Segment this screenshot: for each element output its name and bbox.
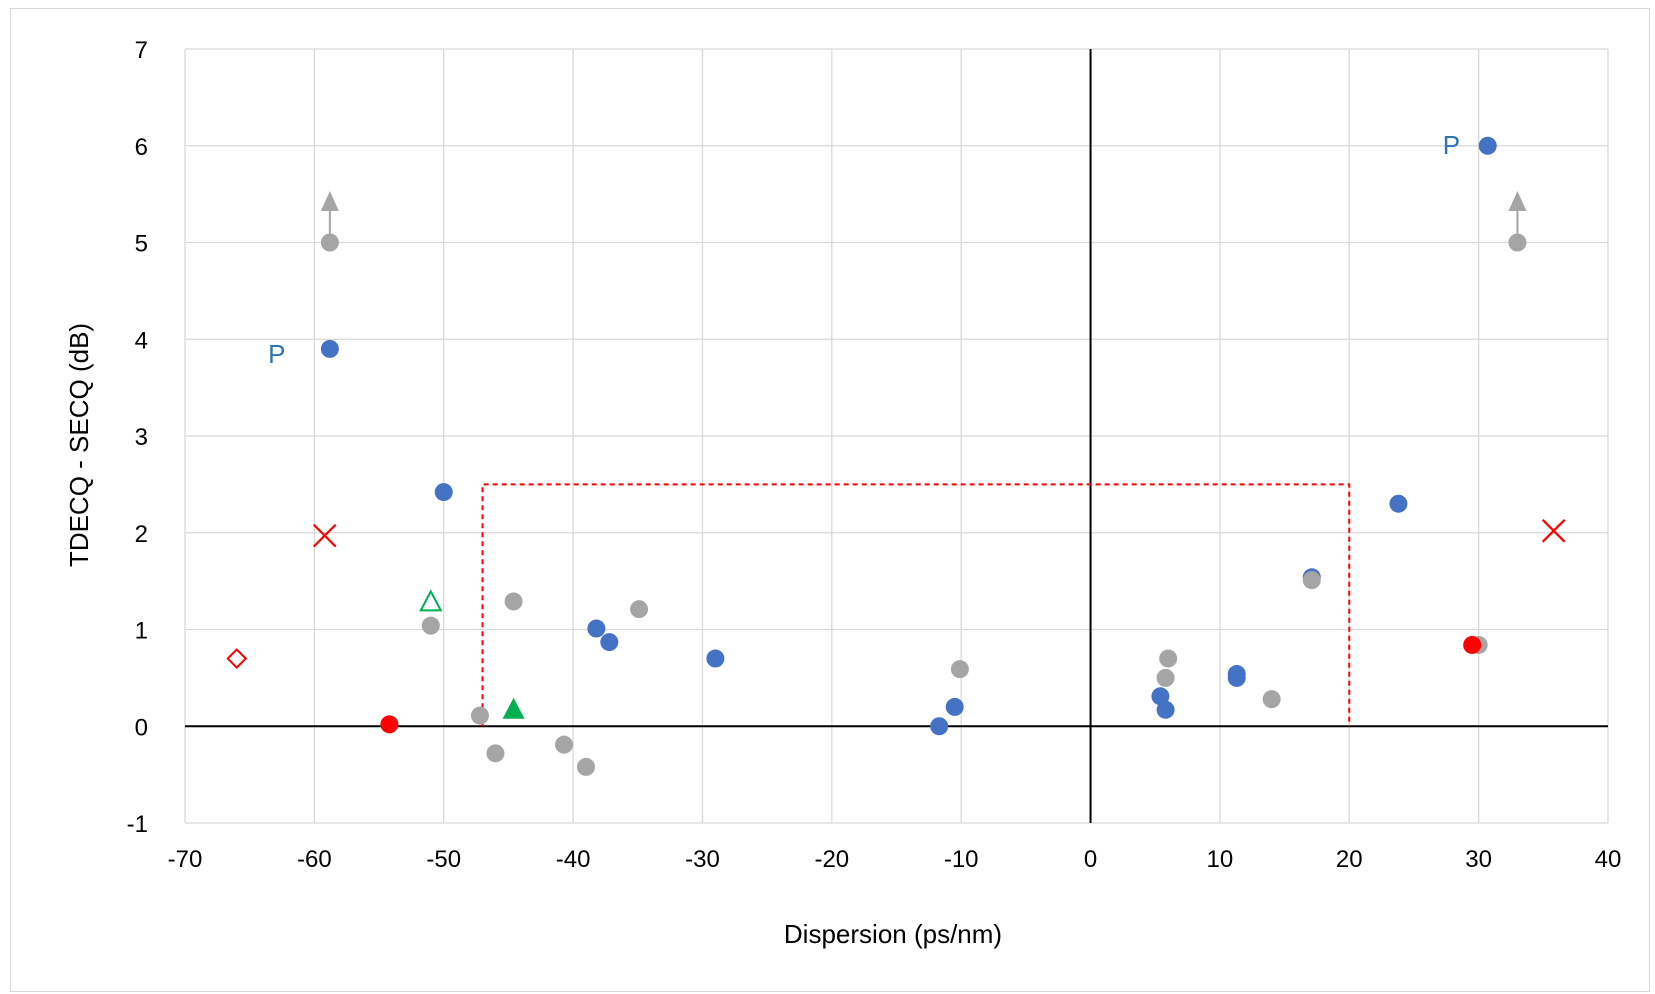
up-arrow-head bbox=[1508, 190, 1527, 211]
data-point bbox=[421, 616, 440, 635]
grid-lines bbox=[184, 48, 1609, 824]
data-point bbox=[945, 697, 964, 716]
x-tick-label: -40 bbox=[556, 846, 591, 873]
data-point bbox=[320, 233, 339, 252]
x-tick-label: 30 bbox=[1465, 846, 1492, 873]
data-point bbox=[555, 735, 574, 754]
data-points: PP bbox=[226, 130, 1566, 776]
x-tick-label: 0 bbox=[1084, 846, 1097, 873]
data-point bbox=[380, 715, 399, 734]
chart-frame bbox=[10, 8, 1650, 992]
data-point bbox=[470, 706, 489, 725]
data-point-x bbox=[1541, 519, 1566, 543]
x-tick-labels: -70 -60 -50 -40 -30 -20 -10 0 10 20 30 40 bbox=[168, 846, 1622, 873]
annotation-label: P bbox=[1443, 130, 1460, 160]
data-point bbox=[630, 600, 649, 619]
data-point bbox=[1262, 690, 1281, 709]
x-tick-label: -50 bbox=[426, 846, 461, 873]
data-point bbox=[600, 633, 619, 652]
x-axis-title: Dispersion (ps/nm) bbox=[784, 919, 1002, 949]
axes bbox=[185, 49, 1608, 823]
data-point bbox=[434, 483, 453, 502]
data-point bbox=[1478, 136, 1497, 155]
data-point bbox=[320, 339, 339, 358]
data-point bbox=[1508, 233, 1527, 252]
data-point bbox=[1156, 668, 1175, 687]
data-point bbox=[1227, 668, 1246, 687]
data-point bbox=[1302, 571, 1321, 590]
x-tick-label: -30 bbox=[685, 846, 720, 873]
x-tick-label: 40 bbox=[1595, 846, 1622, 873]
data-point bbox=[486, 744, 505, 763]
data-point bbox=[577, 757, 596, 776]
y-tick-label: 1 bbox=[135, 618, 148, 645]
data-point bbox=[1156, 700, 1175, 719]
data-point bbox=[706, 649, 725, 668]
y-tick-label: 6 bbox=[135, 134, 148, 161]
y-tick-labels: -1 0 1 2 3 4 5 6 7 bbox=[127, 37, 148, 838]
dashed-region-outline bbox=[481, 483, 1351, 727]
x-tick-label: -60 bbox=[297, 846, 332, 873]
annotation-label: P bbox=[268, 339, 285, 369]
dashed-region bbox=[481, 483, 1351, 727]
y-tick-label: -1 bbox=[127, 811, 148, 838]
y-tick-label: 7 bbox=[135, 37, 148, 64]
data-point bbox=[930, 717, 949, 736]
x-tick-label: 20 bbox=[1336, 846, 1363, 873]
y-tick-label: 0 bbox=[135, 714, 148, 741]
data-point bbox=[587, 619, 606, 638]
data-point bbox=[1463, 635, 1482, 654]
data-point bbox=[504, 592, 523, 611]
x-tick-label: 10 bbox=[1207, 846, 1234, 873]
y-tick-label: 4 bbox=[135, 327, 148, 354]
y-tick-label: 2 bbox=[135, 521, 148, 548]
data-point bbox=[950, 660, 969, 679]
up-arrow-head bbox=[320, 190, 339, 211]
x-tick-label: -70 bbox=[168, 846, 203, 873]
data-point bbox=[1159, 649, 1178, 668]
x-tick-label: -10 bbox=[944, 846, 979, 873]
data-point-diamond bbox=[226, 648, 248, 669]
data-point-triangle-open bbox=[419, 589, 443, 612]
y-axis-title: TDECQ - SECQ (dB) bbox=[64, 323, 94, 567]
x-tick-label: -20 bbox=[814, 846, 849, 873]
y-tick-label: 3 bbox=[135, 424, 148, 451]
data-point-x bbox=[312, 523, 337, 548]
y-tick-label: 5 bbox=[135, 231, 148, 258]
data-point-triangle bbox=[502, 697, 525, 719]
data-point bbox=[1151, 687, 1170, 706]
data-point bbox=[1389, 494, 1408, 513]
